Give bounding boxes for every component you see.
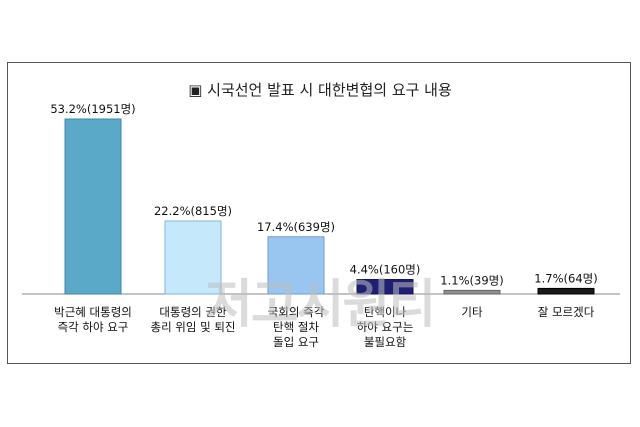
category-label-4: 탄핵이나 하야 요구는 불필요함 (357, 305, 414, 349)
chart-title: ▣ 시국선언 발표 시 대한변협의 요구 내용 (188, 81, 452, 99)
category-label-line: 즉각 하야 요구 (58, 320, 129, 334)
category-label-line: 총리 위임 및 퇴진 (150, 320, 235, 334)
bar-2 (164, 220, 222, 295)
category-label-1: 박근혜 대통령의 즉각 하야 요구 (54, 305, 132, 334)
bar-5 (443, 289, 501, 295)
category-label-3: 국회의 즉각 탄핵 절차 돌입 요구 (268, 305, 325, 349)
category-label-line: 탄핵 절차 (273, 320, 319, 334)
data-label-4: 4.4%(160명) (350, 263, 421, 277)
bar-chart: ▣ 시국선언 발표 시 대한변협의 요구 내용 53.2%(1951명) 박근혜 … (22, 81, 620, 349)
bar-4 (356, 279, 414, 295)
bars-group: 53.2%(1951명) 박근혜 대통령의 즉각 하야 요구 22.2%(815명) 대… (50, 102, 597, 349)
category-label-line: 국회의 즉각 (268, 305, 325, 319)
data-label-5: 1.1%(39명) (440, 273, 503, 287)
bar-6 (537, 287, 595, 295)
category-label-6: 잘 모르겠다 (538, 305, 595, 319)
bar-1 (64, 118, 122, 295)
chart-frame: ▣ 시국선언 발표 시 대한변협의 요구 내용 53.2%(1951명) 박근혜 … (7, 62, 631, 364)
category-label-line: 탄핵이나 (364, 305, 407, 319)
category-label-line: 박근혜 대통령의 (54, 305, 132, 319)
bar-3 (267, 236, 325, 295)
category-label-2: 대통령의 권한 총리 위임 및 퇴진 (150, 305, 235, 334)
category-label-line: 불필요함 (364, 335, 407, 349)
category-label-line: 기타 (461, 305, 483, 319)
category-label-5: 기타 (461, 305, 483, 319)
data-label-3: 17.4%(639명) (257, 220, 335, 234)
data-label-6: 1.7%(64명) (534, 271, 597, 285)
category-label-line: 돌입 요구 (273, 335, 319, 349)
category-label-line: 대통령의 권한 (159, 305, 227, 319)
category-label-line: 잘 모르겠다 (538, 305, 595, 319)
category-label-line: 하야 요구는 (357, 320, 414, 334)
data-label-2: 22.2%(815명) (154, 204, 232, 218)
data-label-1: 53.2%(1951명) (50, 102, 135, 116)
